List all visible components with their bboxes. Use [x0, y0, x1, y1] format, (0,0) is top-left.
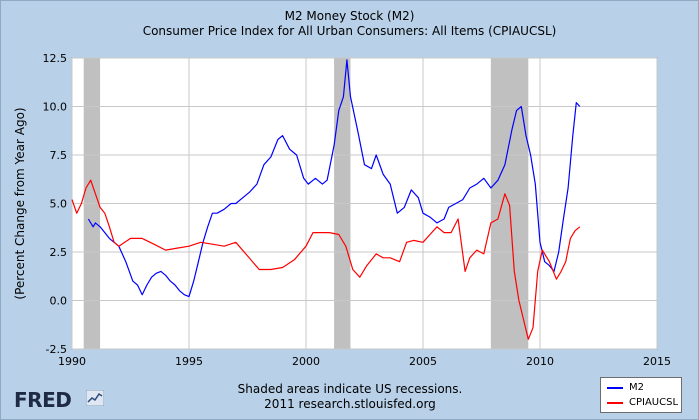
- x-tick-label: 2015: [643, 355, 671, 368]
- fred-chart-icon: [86, 390, 104, 406]
- fred-logo: FRED: [14, 388, 72, 412]
- gridlines: [71, 57, 658, 350]
- legend-swatch-cpiaucsl: [607, 402, 623, 404]
- legend-label-m2: M2: [629, 382, 644, 393]
- legend-label-cpiaucsl: CPIAUCSL: [629, 397, 679, 408]
- chart-title: M2 Money Stock (M2): [284, 9, 415, 23]
- y-axis-label: (Percent Change from Year Ago): [13, 107, 27, 299]
- y-tick-label: 0.0: [50, 295, 68, 308]
- legend: M2 CPIAUCSL: [600, 377, 682, 413]
- y-tick-label: -2.5: [46, 343, 67, 356]
- y-tick-label: 12.5: [43, 52, 68, 65]
- x-tick-label: 1990: [58, 355, 86, 368]
- chart-subtitle: Consumer Price Index for All Urban Consu…: [142, 24, 557, 38]
- y-tick-label: 7.5: [50, 149, 68, 162]
- legend-swatch-m2: [607, 387, 623, 389]
- y-tick-label: 10.0: [43, 101, 68, 114]
- series-lines: [71, 59, 581, 340]
- x-tick-label: 1995: [175, 355, 203, 368]
- x-tick-label: 2010: [526, 355, 554, 368]
- y-tick-label: 5.0: [50, 198, 68, 211]
- source-credit: 2011 research.stlouisfed.org: [264, 397, 436, 411]
- x-tick-label: 2005: [409, 355, 437, 368]
- series-line-m2: [87, 59, 581, 298]
- recession-note: Shaded areas indicate US recessions.: [237, 382, 463, 396]
- x-tick-label: 2000: [292, 355, 320, 368]
- y-tick-label: 2.5: [50, 246, 68, 259]
- series-line-cpiaucsl: [71, 179, 581, 340]
